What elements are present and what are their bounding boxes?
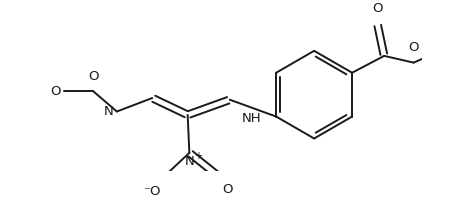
Text: O: O bbox=[409, 41, 419, 54]
Text: N: N bbox=[104, 105, 114, 118]
Text: +: + bbox=[194, 151, 202, 161]
Text: N: N bbox=[185, 154, 194, 168]
Text: ⁻O: ⁻O bbox=[143, 185, 161, 198]
Text: O: O bbox=[50, 85, 60, 98]
Text: O: O bbox=[222, 183, 233, 196]
Text: O: O bbox=[372, 2, 382, 15]
Text: O: O bbox=[88, 70, 98, 83]
Text: NH: NH bbox=[241, 112, 261, 125]
